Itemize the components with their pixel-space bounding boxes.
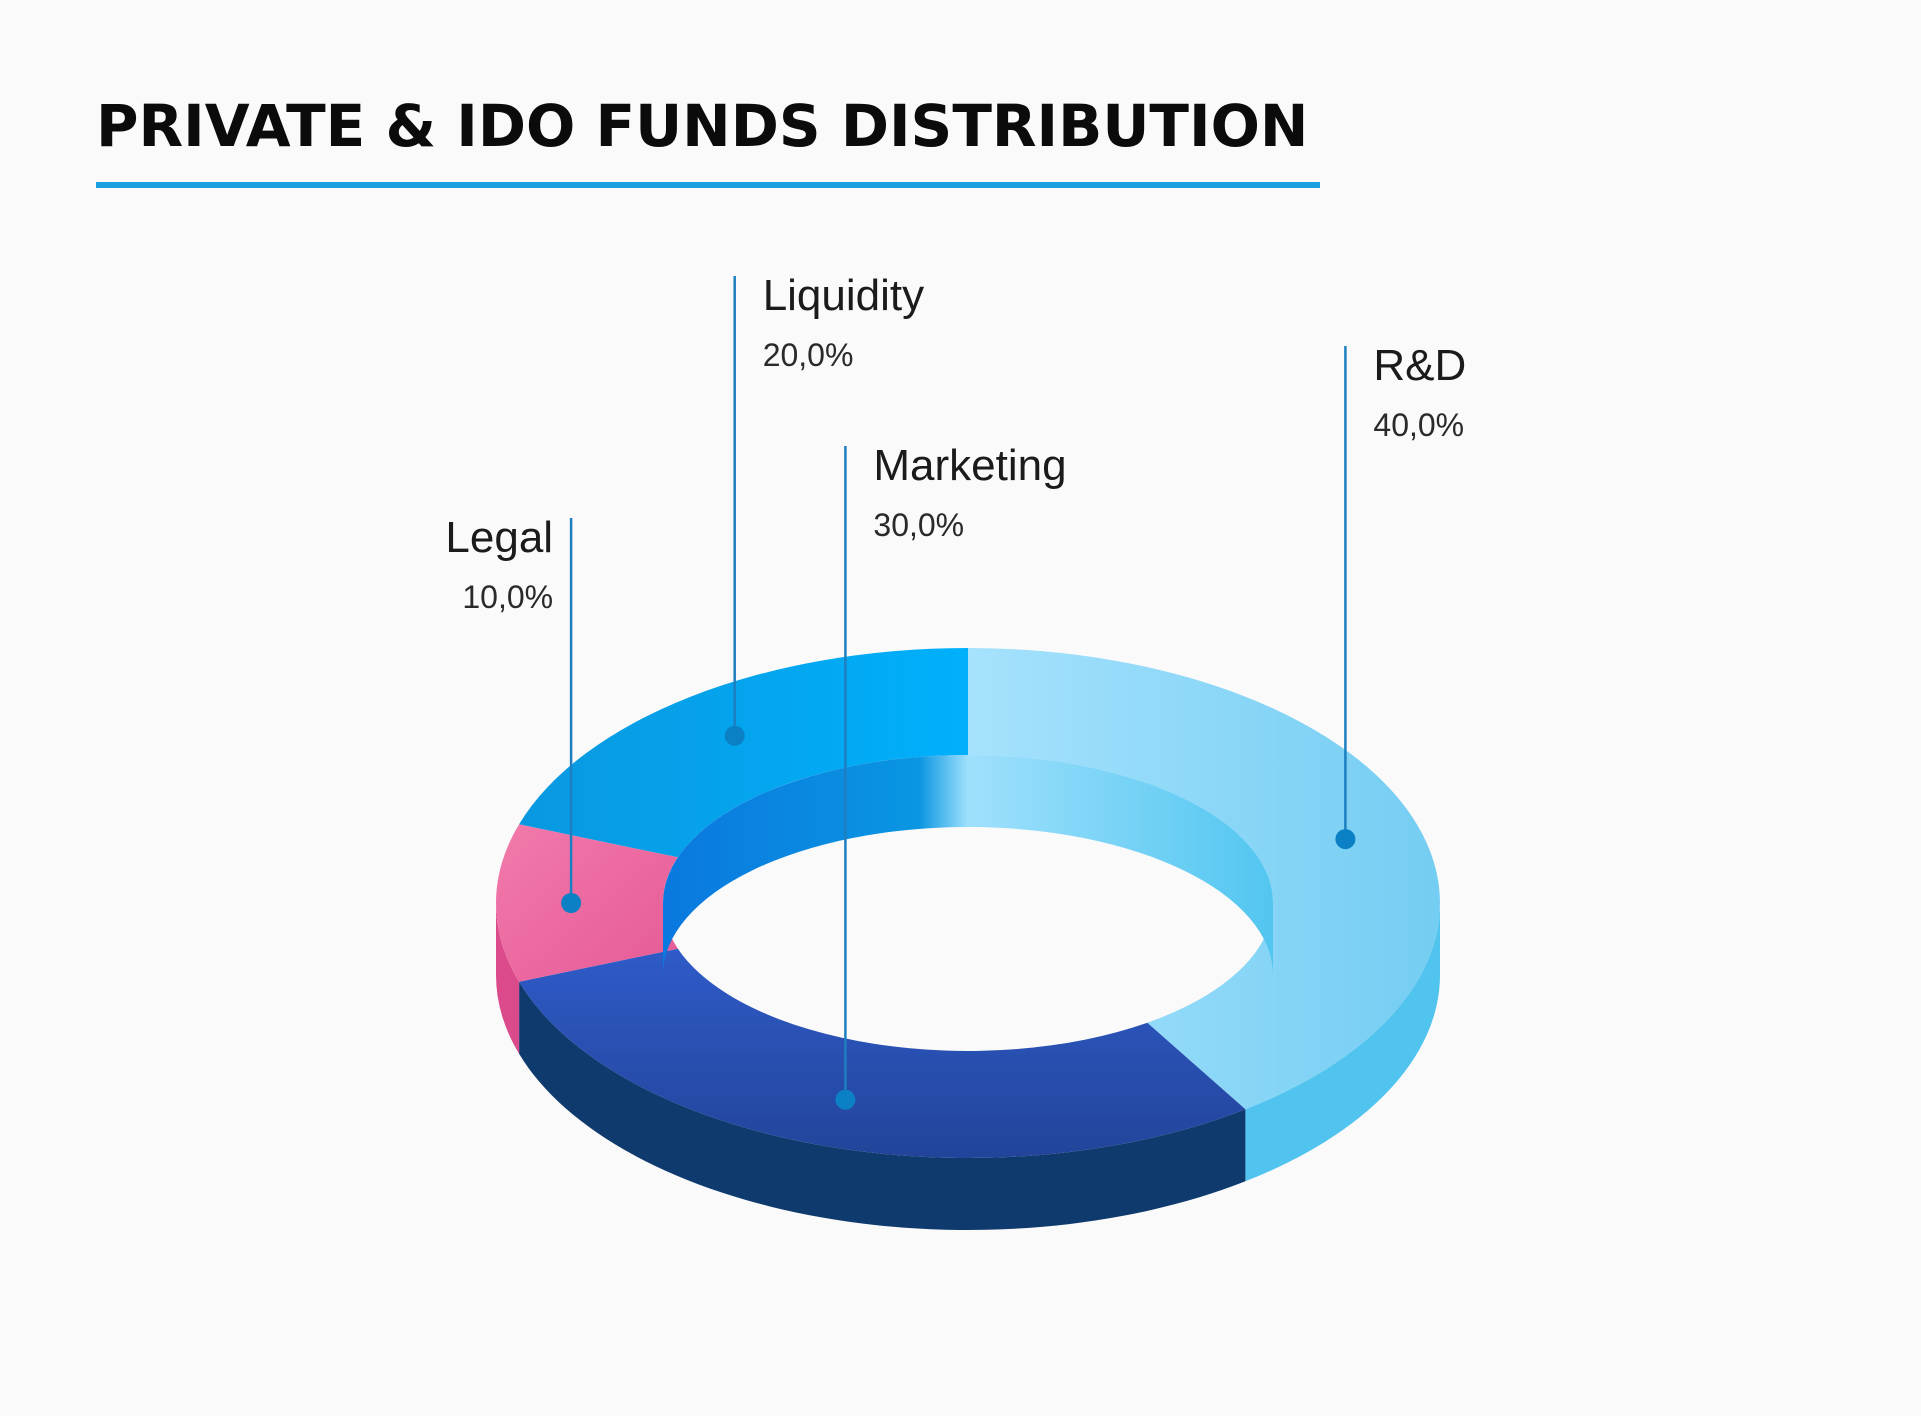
slice-wall-legal (496, 903, 520, 1054)
slice-label-liquidity: Liquidity (763, 271, 924, 320)
slice-liquidity (519, 648, 968, 858)
slice-label-legal: Legal (445, 513, 553, 562)
donut-top-faces (495, 648, 1440, 1158)
leader-dot-r-d (1335, 829, 1356, 850)
title-underline (96, 182, 1320, 188)
leader-dot-liquidity (724, 725, 745, 746)
slice-labels: R&D 40,0% Marketing 30,0% Legal 10,0% Liquidit… (445, 271, 1466, 1110)
slice-value-liquidity: 20,0% (763, 337, 854, 373)
slice-wall-r-d (1245, 903, 1440, 1182)
slice-wall-marketing (519, 981, 1246, 1230)
slice-label-marketing: Marketing (873, 441, 1066, 490)
leader-dot-marketing (835, 1089, 856, 1110)
slice-marketing (519, 948, 1246, 1158)
slice-legal (495, 824, 678, 982)
slice-r-d (968, 648, 1440, 1110)
slice-value-legal: 10,0% (462, 579, 553, 615)
chart-title: PRIVATE & IDO FUNDS DISTRIBUTION (96, 92, 1309, 160)
leader-dot-legal (561, 893, 582, 913)
donut-side-walls (496, 903, 1440, 1230)
slice-label-r-d: R&D (1373, 341, 1466, 390)
donut-inner-wall (663, 755, 1273, 975)
slice-value-marketing: 30,0% (873, 507, 964, 543)
slice-value-r-d: 40,0% (1373, 407, 1464, 443)
